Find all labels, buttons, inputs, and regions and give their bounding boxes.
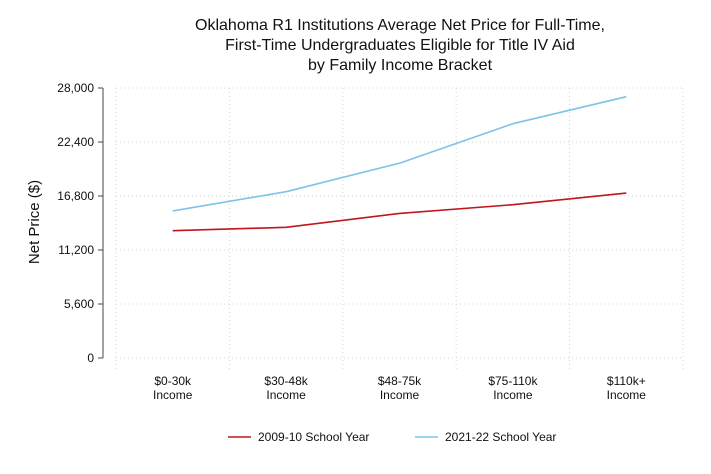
series-line-2 bbox=[172, 95, 627, 212]
x-tick-label: $75-110k Income bbox=[488, 374, 538, 402]
x-tick-label: $110k+ Income bbox=[607, 374, 647, 402]
gridlines bbox=[115, 87, 684, 370]
chart-title: Oklahoma R1 Institutions Average Net Pri… bbox=[195, 17, 605, 74]
y-tick-label: 11,200 bbox=[58, 243, 94, 257]
legend: 2009-10 School Year 2021-22 School Year bbox=[228, 430, 556, 444]
x-tick-label: $48-75k Income bbox=[378, 374, 422, 402]
chart-title-line-2: First-Time Undergraduates Eligible for T… bbox=[225, 37, 575, 54]
chart-title-line-1: Oklahoma R1 Institutions Average Net Pri… bbox=[195, 17, 605, 34]
legend-label-2: 2021-22 School Year bbox=[445, 430, 556, 444]
legend-label-1: 2009-10 School Year bbox=[258, 430, 369, 444]
x-axis: $0-30k Income $30-48k Income $48-75k Income $7… bbox=[153, 374, 646, 402]
y-tick-label: 5,600 bbox=[64, 297, 94, 311]
y-axis-title: Net Price ($) bbox=[26, 180, 43, 264]
series-lines bbox=[172, 95, 627, 232]
y-tick-label: 0 bbox=[87, 351, 94, 365]
y-tick-label: 28,000 bbox=[57, 81, 94, 95]
chart-title-line-3: by Family Income Bracket bbox=[308, 57, 493, 74]
y-axis: 0 5,600 11,200 16,800 22,400 28,000 bbox=[57, 81, 104, 365]
series-line-1 bbox=[172, 192, 627, 232]
x-tick-label: $0-30k Income bbox=[153, 374, 193, 402]
x-tick-label: $30-48k Income bbox=[264, 374, 308, 402]
y-tick-label: 16,800 bbox=[57, 189, 94, 203]
y-tick-label: 22,400 bbox=[57, 135, 94, 149]
